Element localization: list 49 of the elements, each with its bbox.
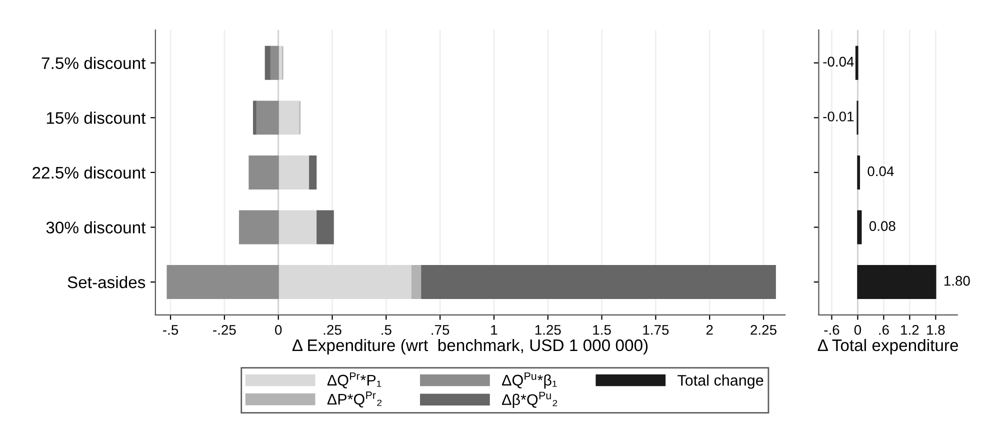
bar (316, 210, 334, 244)
bar (252, 100, 256, 135)
x-tick-label: -.6 (824, 324, 840, 335)
x-tick-label: 2 (706, 324, 713, 335)
bar (278, 155, 310, 190)
bar (248, 155, 279, 190)
y-tick-label: 22.5% discount (32, 166, 146, 179)
x-tick-label: .6 (879, 324, 889, 335)
bar (166, 265, 279, 300)
x-axis-title: Δ Total expenditure (818, 338, 958, 354)
bar (421, 265, 776, 300)
data-label: -0.01 (823, 112, 854, 122)
y-tick-label: Set-asides (68, 276, 146, 288)
legend-label: Total change (678, 374, 764, 389)
y-tick-label: 7.5% discount (42, 56, 146, 70)
x-tick-label: 1.75 (643, 325, 669, 335)
x-tick-label: 2.25 (750, 324, 776, 335)
data-label: 1.80 (944, 276, 970, 286)
x-tick-label: 0 (854, 324, 862, 335)
y-tick-label: 30% discount (46, 221, 146, 234)
bar (255, 100, 279, 135)
bar (238, 210, 279, 244)
data-label: 0.08 (869, 221, 896, 231)
bar (278, 265, 413, 300)
bar (857, 210, 862, 244)
x-tick-label: 1 (491, 325, 498, 335)
y-tick-label: 15% discount (46, 112, 146, 124)
legend-label: ΔQ$^{Pr}$*P₁ (327, 372, 382, 388)
legend-label: Δβ*Q$^{Pu}$₂ (502, 392, 558, 408)
x-tick-label: .75 (432, 325, 450, 335)
data-label: -0.04 (823, 56, 854, 67)
x-tick-label: .25 (324, 324, 342, 335)
x-axis-title: Δ Expenditure (wrt benchmark, USD 1 000 000) (292, 338, 648, 354)
bar (264, 46, 270, 80)
x-tick-label: -.25 (213, 324, 236, 335)
x-tick-label: .5 (382, 325, 392, 335)
x-tick-label: 1.2 (901, 324, 919, 335)
x-tick-label: -.5 (163, 325, 178, 335)
x-tick-label: 1.25 (535, 324, 561, 335)
bar (278, 100, 300, 135)
x-tick-label: 1.5 (593, 325, 611, 335)
x-tick-label: 0 (275, 324, 282, 335)
legend-label: ΔQ$^{Pu}$*β₁ (502, 372, 557, 389)
bar (857, 265, 936, 300)
legend-label: ΔP*Q$^{Pr}$₂ (327, 392, 382, 408)
bar (309, 155, 317, 190)
x-tick-label: 1.8 (927, 324, 945, 335)
bar (278, 210, 318, 244)
data-label: 0.04 (868, 166, 894, 176)
